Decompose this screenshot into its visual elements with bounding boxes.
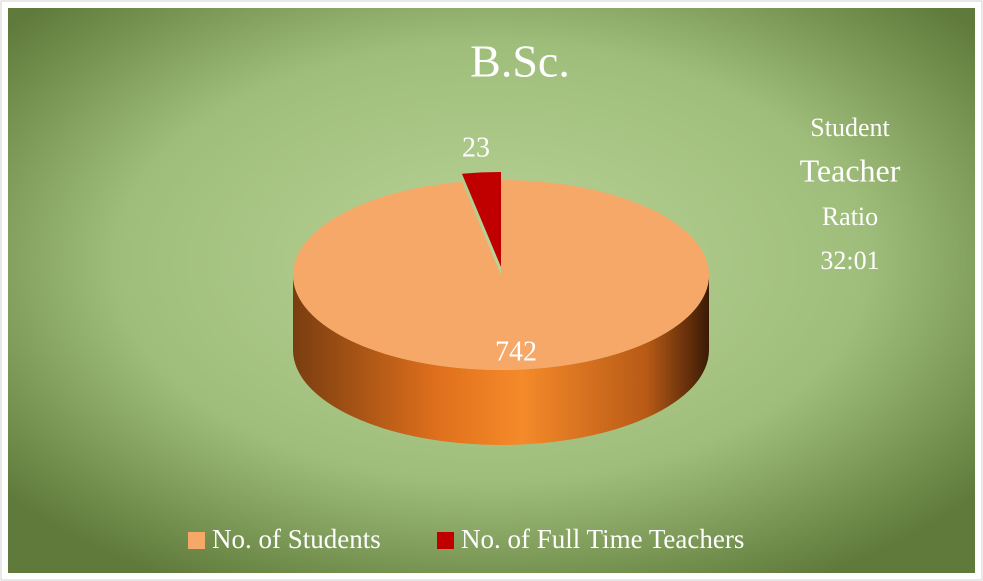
chart-title: B.Sc. [470,36,570,87]
annotation-line: Ratio [822,202,878,231]
data-label: 23 [462,132,490,163]
pie-slice [461,172,501,267]
pie-side [293,275,709,445]
annotation-line: Teacher [800,152,901,188]
annotation-line: 32:01 [820,246,879,275]
legend-label: No. of Full Time Teachers [461,524,744,554]
pie-slice [293,180,710,370]
annotation-line: Student [810,113,890,142]
legend-label: No. of Students [212,524,381,554]
annotation: Student Teacher Ratio 32:01 [800,113,901,275]
legend-swatch [437,532,454,549]
legend-swatch [188,532,205,549]
legend: No. of Students No. of Full Time Teachers [188,524,744,554]
pie: 742 23 [293,132,710,445]
data-label: 742 [495,336,537,367]
